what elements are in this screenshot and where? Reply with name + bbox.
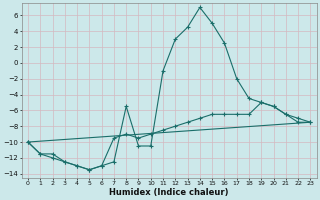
X-axis label: Humidex (Indice chaleur): Humidex (Indice chaleur) (109, 188, 229, 197)
